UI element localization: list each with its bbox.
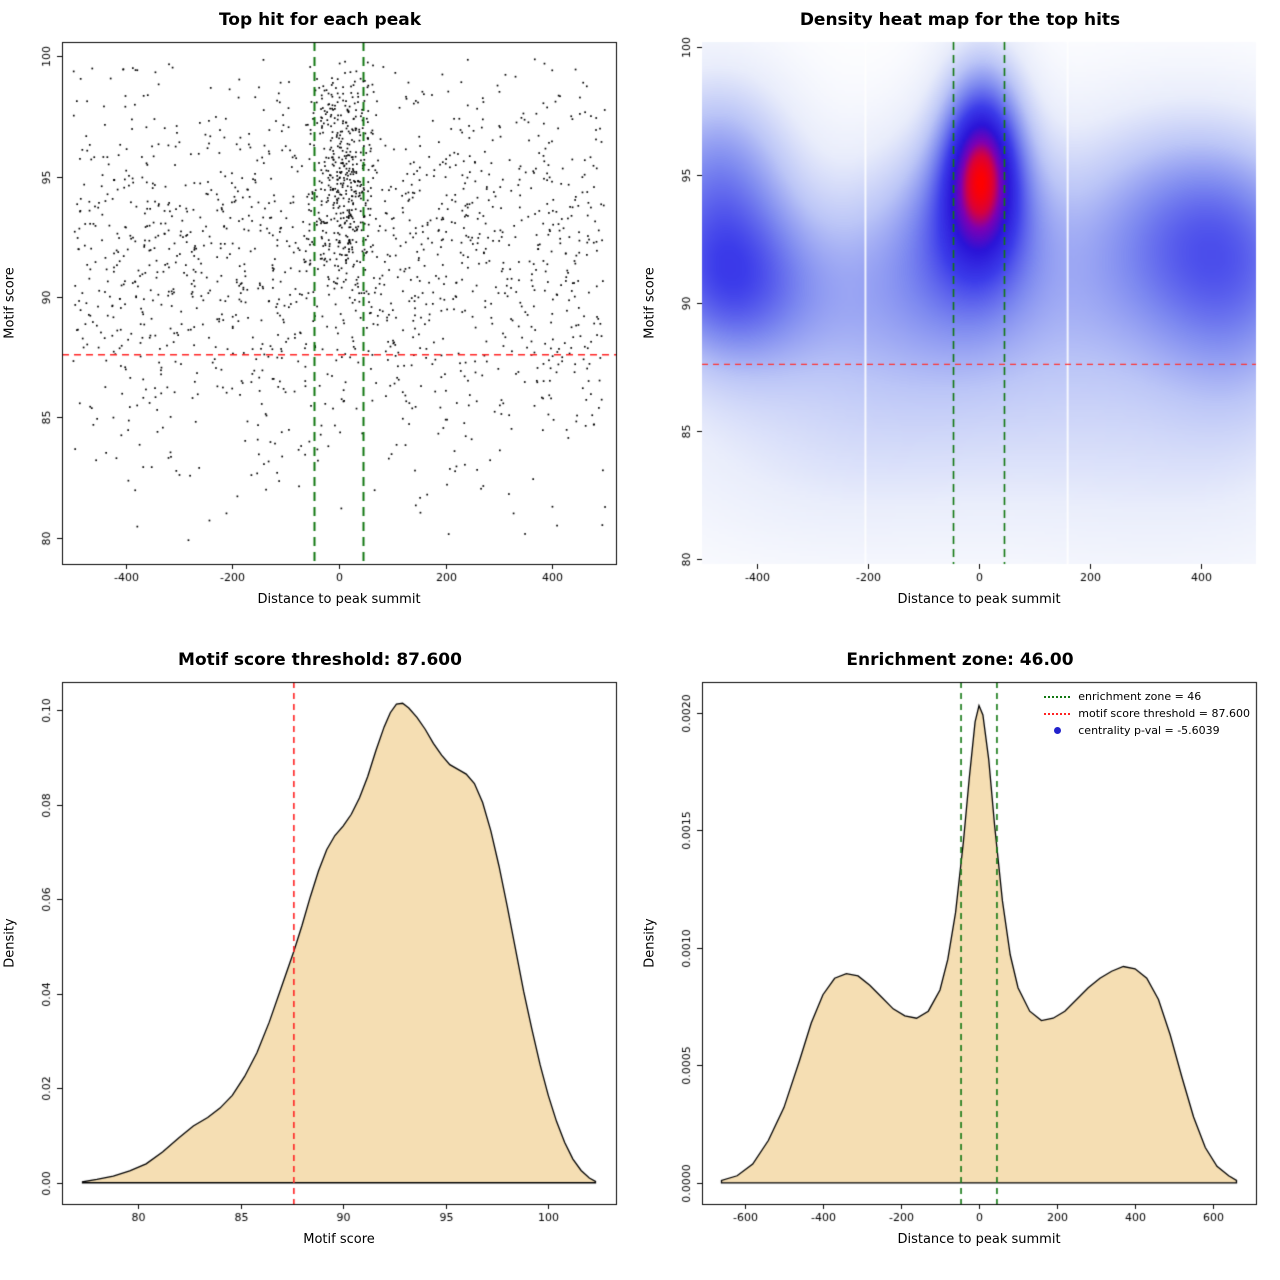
score-density-canvas	[0, 674, 640, 1234]
x-axis-label: Distance to peak summit	[897, 592, 1061, 607]
red-dotted-line-swatch	[1044, 712, 1071, 715]
panel-title: Density heat map for the top hits	[799, 10, 1121, 30]
panel-motif-score-density: Motif score threshold: 87.600 Density Mo…	[0, 640, 640, 1280]
blue-point-swatch	[1044, 727, 1070, 734]
y-axis-label-text: Density	[642, 918, 658, 968]
y-axis-label: Motif score	[2, 42, 18, 564]
panel-enrichment-zone-density: Enrichment zone: 46.00 Density Distance …	[640, 640, 1280, 1280]
y-axis-label-text: Motif score	[2, 267, 18, 339]
plot-legend: enrichment zone = 46 motif score thresho…	[1044, 688, 1250, 739]
y-axis-label-text: Density	[2, 918, 18, 968]
legend-item-centrality-pval: centrality p-val = -5.6039	[1044, 722, 1250, 739]
panel-title: Motif score threshold: 87.600	[178, 650, 462, 670]
panel-title: Enrichment zone: 46.00	[846, 650, 1074, 670]
legend-label: motif score threshold = 87.600	[1078, 707, 1250, 720]
heatmap-canvas	[640, 34, 1280, 594]
legend-label: enrichment zone = 46	[1078, 690, 1202, 703]
panel-title: Top hit for each peak	[218, 10, 422, 30]
panel-top-hit-scatter: Top hit for each peak Motif score Distan…	[0, 0, 640, 640]
x-axis-label: Motif score	[303, 1232, 375, 1247]
y-axis-label-text: Motif score	[642, 267, 658, 339]
legend-label: centrality p-val = -5.6039	[1078, 724, 1220, 737]
green-dotted-line-swatch	[1044, 695, 1071, 698]
y-axis-label: Density	[2, 682, 18, 1204]
distance-density-canvas	[640, 674, 1280, 1234]
y-axis-label: Density	[642, 682, 658, 1204]
y-axis-label: Motif score	[642, 42, 658, 564]
scatter-plot-canvas	[0, 34, 640, 594]
panel-density-heatmap: Density heat map for the top hits Motif …	[640, 0, 1280, 640]
legend-item-score-threshold: motif score threshold = 87.600	[1044, 705, 1250, 722]
x-axis-label: Distance to peak summit	[897, 1232, 1061, 1247]
legend-item-enrichment-zone: enrichment zone = 46	[1044, 688, 1250, 705]
x-axis-label: Distance to peak summit	[257, 592, 421, 607]
